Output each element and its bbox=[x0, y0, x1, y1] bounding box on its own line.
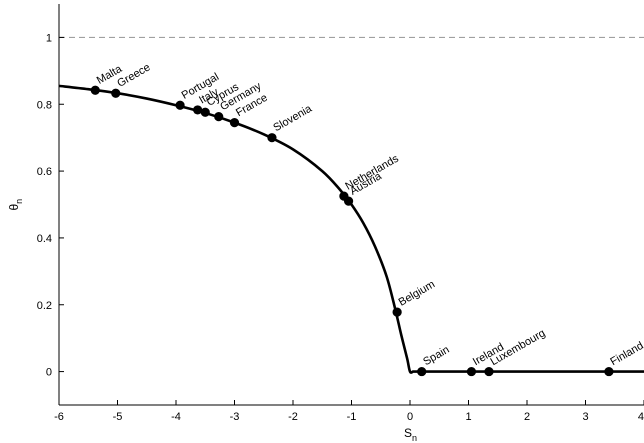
x-tick-label: 1 bbox=[465, 411, 471, 423]
x-axis-label-subscript: n bbox=[412, 433, 417, 443]
data-point bbox=[343, 196, 354, 206]
y-axis-label-subscript: n bbox=[14, 199, 24, 204]
x-tick-label: 2 bbox=[524, 411, 530, 423]
y-tick-label: 0.6 bbox=[37, 166, 52, 178]
x-tick-label: -5 bbox=[113, 411, 123, 423]
data-point bbox=[229, 118, 240, 128]
data-point bbox=[200, 107, 210, 117]
y-tick-label: 0.8 bbox=[37, 99, 52, 111]
x-tick-label: -4 bbox=[171, 411, 181, 423]
data-curve bbox=[58, 84, 644, 374]
x-tick-label: -6 bbox=[54, 411, 64, 423]
data-label: Greece bbox=[115, 61, 152, 89]
data-point bbox=[417, 366, 427, 377]
axes: -6 -5 -4 -3 -2 -1 0 1 2 3 4 0 0.2 0.4 0.6 0.8 1 bbox=[37, 4, 644, 423]
x-axis-label-base: S bbox=[404, 426, 412, 440]
data-label: Slovenia bbox=[271, 102, 314, 134]
y-tick-label: 0 bbox=[46, 367, 52, 379]
y-axis-label-base: θ bbox=[7, 204, 21, 211]
data-point bbox=[90, 85, 100, 95]
y-tick-label: 1 bbox=[46, 32, 52, 44]
data-label: Belgium bbox=[397, 278, 437, 308]
data-point bbox=[484, 366, 494, 377]
x-axis-label: Sn bbox=[404, 426, 417, 443]
data-label: Spain bbox=[421, 344, 451, 368]
y-ticks: 0 0.2 0.4 0.6 0.8 1 bbox=[37, 32, 64, 379]
data-label: Finland bbox=[608, 340, 644, 368]
x-tick-label: 3 bbox=[582, 411, 588, 423]
data-point bbox=[267, 133, 277, 143]
data-point bbox=[466, 366, 477, 377]
y-tick-label: 0.2 bbox=[37, 300, 52, 312]
x-tick-label: 0 bbox=[407, 411, 413, 423]
data-point bbox=[193, 105, 203, 115]
data-point bbox=[604, 366, 614, 377]
x-ticks: -6 -5 -4 -3 -2 -1 0 1 2 3 4 bbox=[54, 400, 644, 423]
data-points bbox=[90, 85, 614, 377]
x-tick-label: 4 bbox=[638, 411, 644, 423]
x-tick-label: -3 bbox=[230, 411, 240, 423]
data-point bbox=[111, 88, 121, 98]
data-point bbox=[392, 307, 402, 317]
x-tick-label: -2 bbox=[288, 411, 298, 423]
y-tick-label: 0.4 bbox=[37, 233, 52, 245]
y-axis-label: θn bbox=[7, 199, 24, 211]
x-tick-label: -1 bbox=[347, 411, 357, 423]
data-point bbox=[214, 112, 224, 122]
data-point bbox=[175, 100, 185, 110]
